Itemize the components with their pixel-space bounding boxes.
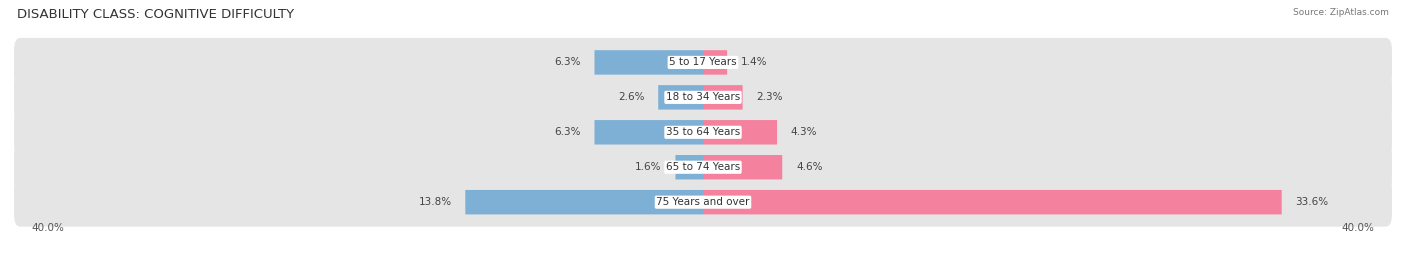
FancyBboxPatch shape xyxy=(14,108,1392,157)
Text: DISABILITY CLASS: COGNITIVE DIFFICULTY: DISABILITY CLASS: COGNITIVE DIFFICULTY xyxy=(17,8,294,21)
FancyBboxPatch shape xyxy=(703,50,727,75)
Text: 4.3%: 4.3% xyxy=(790,127,817,137)
Text: 1.6%: 1.6% xyxy=(636,162,662,172)
FancyBboxPatch shape xyxy=(595,50,703,75)
Text: 35 to 64 Years: 35 to 64 Years xyxy=(666,127,740,137)
Text: 6.3%: 6.3% xyxy=(554,58,581,68)
Text: 5 to 17 Years: 5 to 17 Years xyxy=(669,58,737,68)
Text: 6.3%: 6.3% xyxy=(554,127,581,137)
Text: 2.6%: 2.6% xyxy=(619,92,644,102)
Text: Source: ZipAtlas.com: Source: ZipAtlas.com xyxy=(1294,8,1389,17)
FancyBboxPatch shape xyxy=(14,178,1392,227)
Text: 40.0%: 40.0% xyxy=(1341,223,1375,233)
Text: 65 to 74 Years: 65 to 74 Years xyxy=(666,162,740,172)
FancyBboxPatch shape xyxy=(703,85,742,110)
Text: 13.8%: 13.8% xyxy=(419,197,451,207)
FancyBboxPatch shape xyxy=(675,155,703,180)
FancyBboxPatch shape xyxy=(658,85,703,110)
FancyBboxPatch shape xyxy=(14,143,1392,192)
Text: 40.0%: 40.0% xyxy=(31,223,65,233)
FancyBboxPatch shape xyxy=(595,120,703,144)
FancyBboxPatch shape xyxy=(465,190,703,214)
FancyBboxPatch shape xyxy=(703,190,1282,214)
Text: 33.6%: 33.6% xyxy=(1295,197,1329,207)
Text: 18 to 34 Years: 18 to 34 Years xyxy=(666,92,740,102)
FancyBboxPatch shape xyxy=(14,38,1392,87)
FancyBboxPatch shape xyxy=(703,155,782,180)
Text: 1.4%: 1.4% xyxy=(741,58,768,68)
FancyBboxPatch shape xyxy=(14,73,1392,122)
Text: 2.3%: 2.3% xyxy=(756,92,783,102)
Text: 4.6%: 4.6% xyxy=(796,162,823,172)
Text: 75 Years and over: 75 Years and over xyxy=(657,197,749,207)
FancyBboxPatch shape xyxy=(703,120,778,144)
